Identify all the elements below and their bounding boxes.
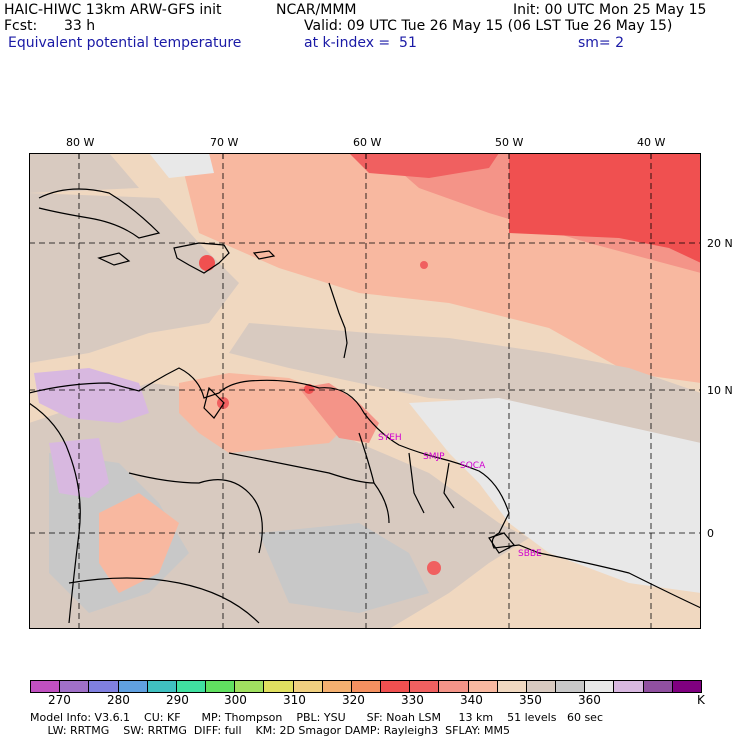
colorbar-swatch bbox=[175, 681, 206, 692]
level-label: at k-index = 51 bbox=[304, 35, 417, 51]
graticule bbox=[29, 153, 701, 629]
cool-patch-1 bbox=[34, 368, 149, 423]
border-suriname bbox=[408, 452, 425, 514]
border-colombia bbox=[128, 472, 263, 554]
lat-label-10n: 10 N bbox=[707, 384, 733, 397]
colorbar-swatch bbox=[525, 681, 556, 692]
colorbar-swatch bbox=[642, 681, 672, 692]
colorbar-swatch bbox=[467, 681, 497, 692]
colorbar-label-320: 320 bbox=[342, 693, 365, 707]
map-panel bbox=[29, 153, 701, 629]
colorbar-swatch bbox=[263, 681, 293, 692]
lat-label-0: 0 bbox=[707, 527, 714, 540]
pacific-coast bbox=[29, 402, 81, 624]
map-frame bbox=[29, 153, 701, 629]
jamaica-coast bbox=[97, 252, 131, 266]
colorbar-swatch bbox=[31, 681, 60, 692]
colorbar-swatch bbox=[350, 681, 381, 692]
gray-caribbean-west bbox=[29, 193, 239, 363]
cuba-coast bbox=[38, 188, 161, 239]
colorbar-label-280: 280 bbox=[107, 693, 130, 707]
lat-label-20n: 20 N bbox=[707, 237, 733, 250]
station-syeh: SYEH bbox=[378, 433, 402, 443]
lon-label-50w: 50 W bbox=[495, 136, 524, 149]
colorbar-label-270: 270 bbox=[48, 693, 71, 707]
org-label: NCAR/MMM bbox=[276, 2, 357, 18]
colorbar-swatch bbox=[88, 681, 118, 692]
station-sbbe: SBBE bbox=[518, 549, 542, 559]
model-info-line2: LW: RRTMG SW: RRTMG DIFF: full KM: 2D Sm… bbox=[30, 724, 510, 737]
colorbar-swatch bbox=[205, 681, 235, 692]
puerto-rico-coast bbox=[252, 250, 276, 260]
smooth-label: sm= 2 bbox=[578, 35, 625, 51]
colorbar-swatch bbox=[496, 681, 526, 692]
colorbar-label-310: 310 bbox=[283, 693, 306, 707]
warm-colombia bbox=[99, 493, 179, 593]
hot-spot-trinidad bbox=[304, 384, 314, 394]
hot-spot-brazil bbox=[427, 561, 441, 575]
lon-label-60w: 60 W bbox=[353, 136, 382, 149]
colorbar-label-290: 290 bbox=[166, 693, 189, 707]
model-info-line1: Model Info: V3.6.1 CU: KF MP: Thompson P… bbox=[30, 711, 603, 724]
colorbar-swatch bbox=[380, 681, 410, 692]
south-america-north-coast bbox=[29, 367, 701, 609]
fcst-label: Fcst: bbox=[4, 18, 38, 34]
colorbar-swatch bbox=[321, 681, 351, 692]
light-atlantic bbox=[409, 398, 701, 593]
lon-label-80w: 80 W bbox=[66, 136, 95, 149]
lesser-antilles bbox=[328, 282, 348, 359]
colorbar-swatch bbox=[409, 681, 439, 692]
colorbar-label-350: 350 bbox=[519, 693, 542, 707]
light-patch-north bbox=[149, 153, 214, 178]
colorbar bbox=[30, 680, 702, 693]
lon-label-40w: 40 W bbox=[637, 136, 666, 149]
gray-northwest bbox=[29, 153, 139, 193]
fcst-value: 33 h bbox=[64, 18, 96, 34]
field-name: Equivalent potential temperature bbox=[8, 35, 242, 51]
colorbar-label-300: 300 bbox=[224, 693, 247, 707]
colorbar-swatch bbox=[671, 681, 701, 692]
colorbar-swatch bbox=[117, 681, 147, 692]
border-fguiana bbox=[443, 462, 455, 509]
colorbar-swatch bbox=[438, 681, 468, 692]
hot-spot-ocean bbox=[420, 261, 428, 269]
colorbar-label-340: 340 bbox=[460, 693, 483, 707]
station-smjp: SMJP bbox=[423, 452, 445, 462]
marajo-coast bbox=[488, 532, 515, 554]
colorbar-label-360: 360 bbox=[578, 693, 601, 707]
station-soca: SOCA bbox=[460, 461, 486, 471]
valid-time: Valid: 09 UTC Tue 26 May 15 (06 LST Tue … bbox=[304, 18, 673, 34]
hot-spot-hispaniola bbox=[199, 255, 215, 271]
lon-label-70w: 70 W bbox=[210, 136, 239, 149]
land-darkgray-south bbox=[259, 523, 429, 613]
colorbar-unit: K bbox=[697, 693, 705, 707]
colorbar-swatch bbox=[613, 681, 643, 692]
colorbar-swatch bbox=[59, 681, 89, 692]
init-time: Init: 00 UTC Mon 25 May 15 bbox=[513, 2, 707, 18]
colorbar-swatch bbox=[584, 681, 614, 692]
coastlines bbox=[29, 188, 701, 624]
colorbar-swatch bbox=[234, 681, 264, 692]
colorbar-swatch bbox=[555, 681, 585, 692]
border-peru bbox=[68, 577, 260, 624]
colorbar-label-330: 330 bbox=[401, 693, 424, 707]
hot-region-n bbox=[349, 153, 499, 178]
maracaibo bbox=[203, 386, 225, 419]
hot-region-ne bbox=[509, 153, 701, 263]
border-venezuela-brazil bbox=[228, 452, 375, 484]
hispaniola-coast bbox=[173, 242, 230, 274]
colorbar-swatch bbox=[292, 681, 322, 692]
model-title: HAIC-HIWC 13km ARW-GFS init bbox=[4, 2, 222, 18]
colorbar-swatch bbox=[146, 681, 176, 692]
warm-venezuela-east bbox=[299, 383, 379, 443]
theta-e-field bbox=[29, 153, 701, 629]
